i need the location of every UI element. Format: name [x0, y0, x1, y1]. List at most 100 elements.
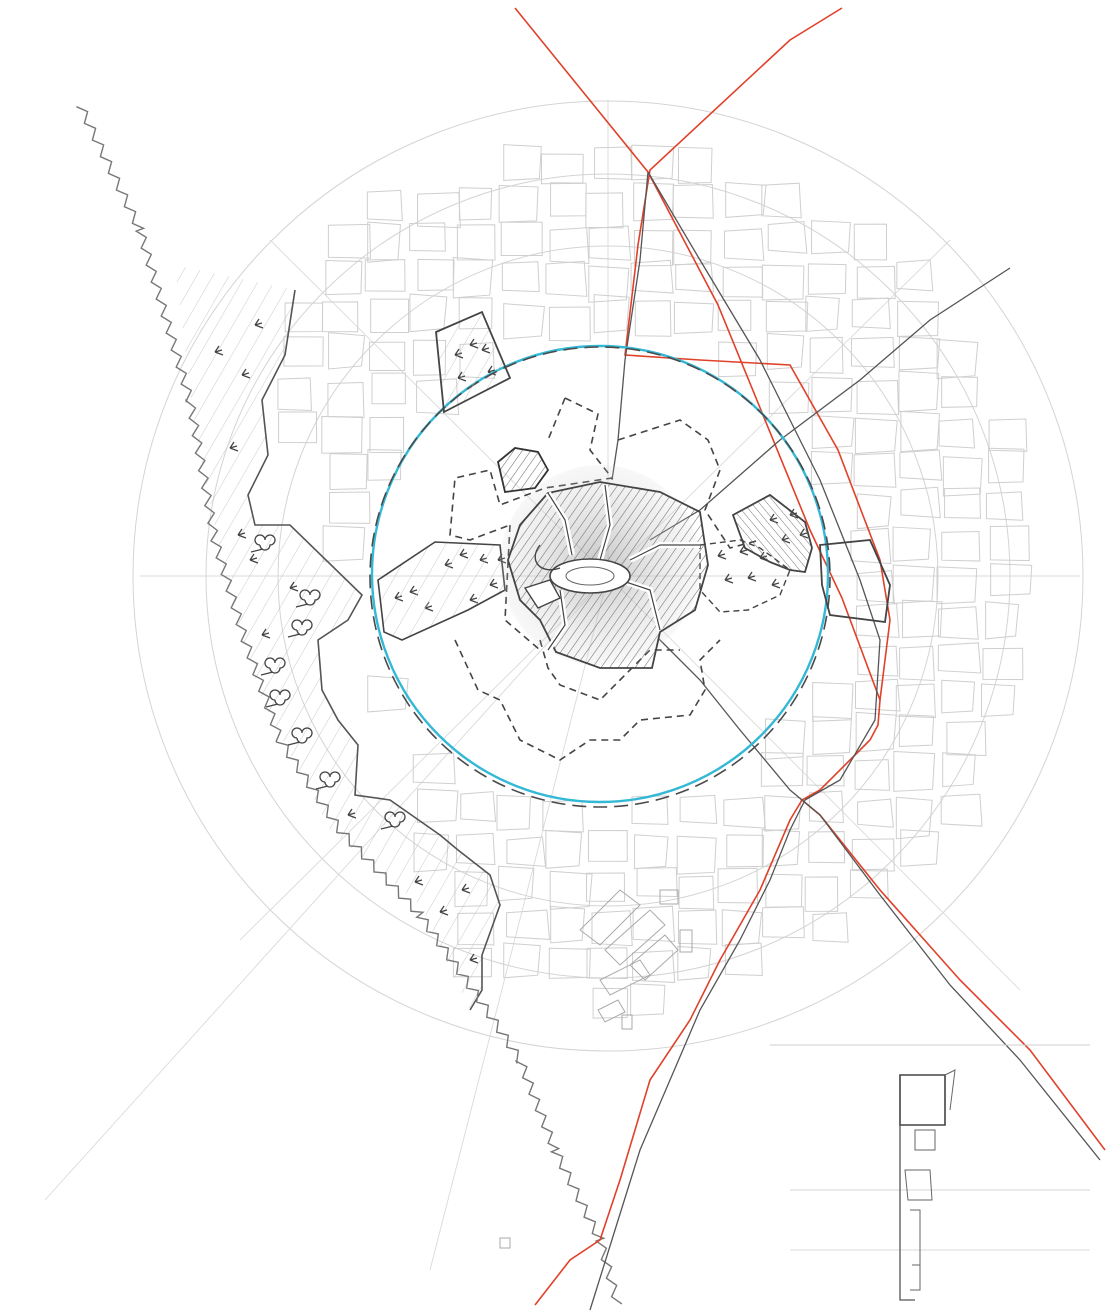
city-block [936, 566, 978, 605]
tree-icon [214, 345, 224, 356]
city-block [370, 298, 410, 333]
city-block [321, 415, 363, 454]
tree-icon [237, 528, 247, 539]
city-block [364, 259, 406, 292]
tree-icon [771, 578, 781, 589]
city-block [412, 752, 456, 785]
river [76, 106, 623, 1305]
city-block [899, 645, 935, 682]
south-building-sketch [499, 889, 693, 1249]
city-block [369, 416, 405, 454]
city-block [367, 449, 402, 481]
city-block [587, 830, 628, 862]
city-block [632, 950, 676, 984]
tree-icon [347, 808, 357, 819]
city-block [850, 336, 895, 368]
tree-icon [414, 875, 424, 886]
city-block [545, 829, 583, 869]
roads [514, 7, 1106, 1306]
district-outlines [449, 397, 761, 761]
city-block [940, 793, 983, 827]
city-block [809, 336, 844, 374]
tree-icon [241, 368, 251, 379]
city-block [409, 222, 446, 252]
tree-icon [254, 318, 264, 329]
city-block [327, 223, 372, 259]
city-block [458, 187, 493, 221]
tree-icon [260, 657, 286, 676]
city-block [717, 299, 752, 331]
city-block [812, 912, 849, 943]
city-block [985, 491, 1024, 521]
city-block [586, 947, 628, 980]
city-block [672, 184, 714, 219]
tree-icon [287, 727, 313, 746]
city-block [633, 230, 674, 267]
city-block [498, 185, 539, 223]
city-block [503, 144, 542, 181]
city-block [853, 452, 897, 488]
city-block [895, 796, 933, 840]
tree-icon [250, 534, 276, 553]
city-block [981, 683, 1016, 717]
city-block [503, 303, 545, 340]
city-block [767, 220, 808, 254]
tree-icon [261, 628, 271, 639]
city-block [501, 261, 540, 293]
city-block [677, 146, 713, 184]
city-block [806, 754, 845, 787]
city-block [898, 370, 940, 413]
city-block [805, 295, 840, 332]
city-block [676, 835, 717, 875]
city-block [761, 182, 802, 219]
tree-icon [295, 589, 321, 608]
city-block [941, 531, 981, 562]
city-block [458, 297, 493, 330]
city-block [811, 415, 855, 450]
city-block [851, 297, 891, 330]
city-block [898, 714, 935, 748]
city-block [808, 790, 844, 824]
city-block [941, 679, 976, 714]
city-block [857, 798, 894, 828]
city-block [812, 716, 852, 755]
north-forest-block [435, 310, 512, 414]
city-block [585, 192, 624, 229]
city-block [988, 418, 1028, 452]
tree-icon [717, 549, 727, 560]
tree-icon [287, 619, 313, 638]
green-belt [175, 265, 501, 1011]
city-block [895, 683, 937, 719]
city-block [811, 220, 851, 255]
city-block [677, 909, 718, 945]
city-block [811, 376, 853, 413]
tree-icon [469, 953, 479, 964]
inner-forest-east [699, 539, 791, 613]
city-block [855, 711, 897, 753]
city-block [679, 794, 718, 825]
city-block [893, 750, 936, 792]
city-block [548, 306, 591, 342]
city-block [718, 341, 757, 378]
city-block [545, 260, 588, 297]
city-block [851, 838, 895, 872]
city-block [937, 606, 979, 640]
city-block [456, 224, 496, 261]
city-block [761, 829, 800, 868]
city-block [856, 493, 892, 530]
city-block [856, 265, 896, 300]
city-block [764, 795, 802, 832]
city-block [460, 791, 497, 822]
city-block [496, 794, 532, 831]
city-block [322, 525, 366, 562]
city-block [630, 259, 674, 294]
city-center [500, 465, 709, 669]
city-block [725, 181, 767, 218]
city-block [854, 417, 898, 455]
city-block [325, 259, 363, 296]
east-blocks [731, 493, 891, 624]
city-block [634, 834, 669, 870]
city-block [856, 570, 895, 604]
